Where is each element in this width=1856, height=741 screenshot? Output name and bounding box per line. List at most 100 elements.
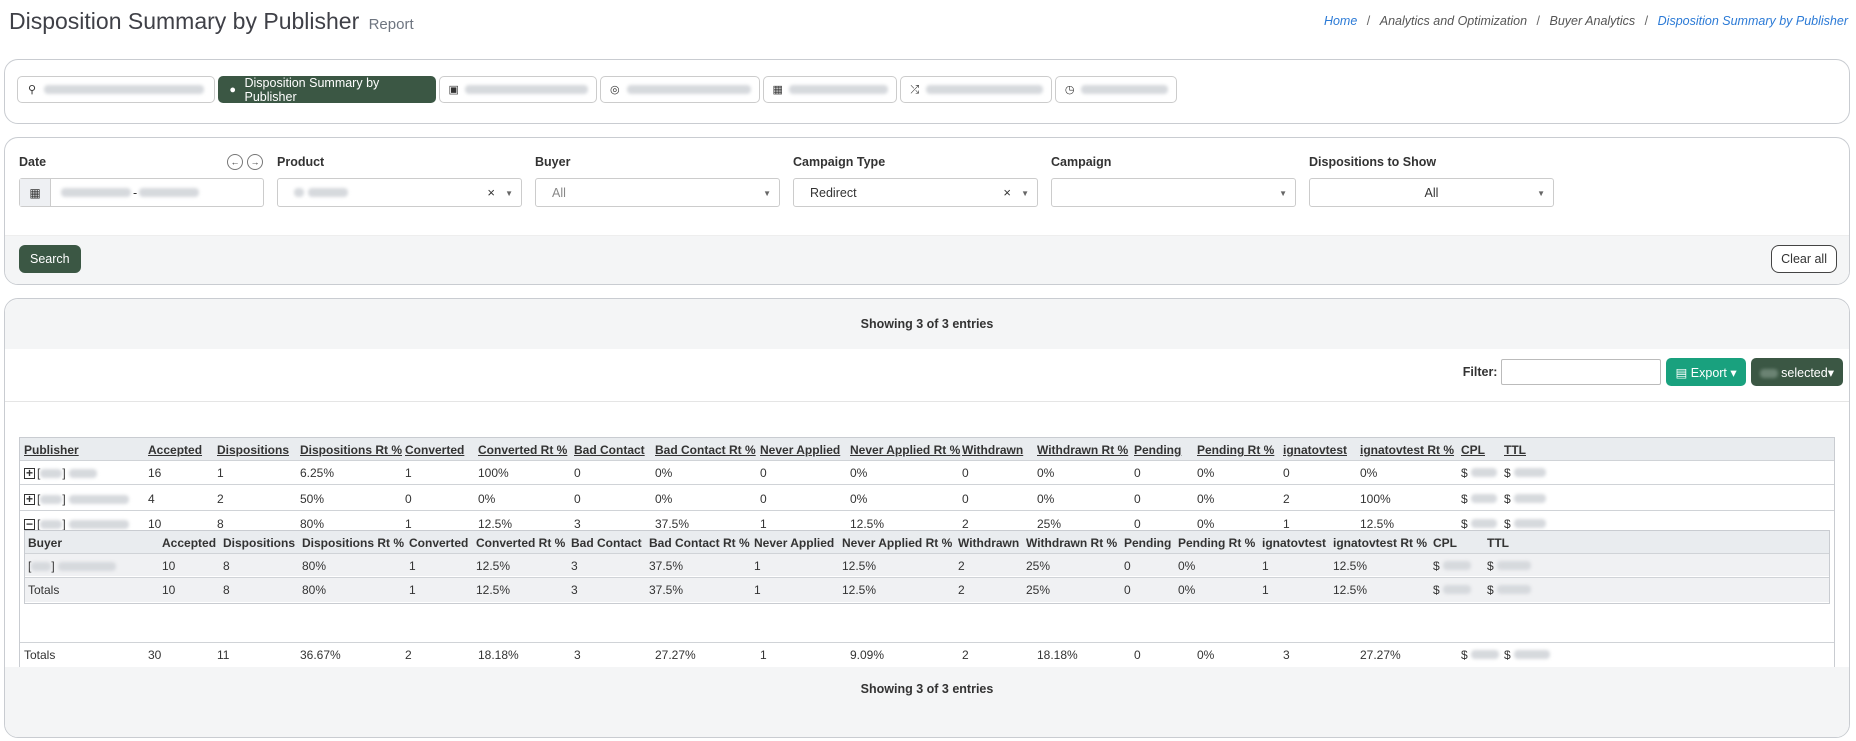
subtable-column-header: Bad Contact Rt % bbox=[649, 536, 750, 550]
subtable-total-cell: $ bbox=[1487, 583, 1494, 597]
publisher-table: Publisher Accepted Dispositions Disposition… bbox=[19, 437, 1835, 668]
subtable-column-header: Buyer bbox=[28, 536, 63, 550]
subtable-cell: 1 bbox=[754, 559, 761, 573]
table-cell: 0% bbox=[1360, 466, 1378, 480]
subtable-column-header: ignatovtest bbox=[1262, 536, 1327, 550]
tab-disposition-summary-by-publisher[interactable]: ● Disposition Summary by Publisher bbox=[218, 76, 436, 104]
dispositions-label: Dispositions to Show bbox=[1309, 155, 1437, 169]
table-cell: 0% bbox=[850, 492, 868, 506]
chevron-down-icon: ▼ bbox=[763, 189, 771, 198]
total-cell: $ bbox=[1461, 648, 1468, 662]
subtable-column-header: Never Applied bbox=[754, 536, 835, 550]
showing-entries-bottom: Showing 3 of 3 entries bbox=[5, 667, 1849, 737]
campaign-type-select[interactable]: Redirect × ▼ bbox=[793, 178, 1038, 207]
subtable-row[interactable]: [] 10 8 80% 1 12.5% 3 37.5% 1 12.5% 2 25% 0 0% 1 12.5%… bbox=[25, 554, 1829, 576]
table-cell: 50% bbox=[300, 492, 325, 506]
total-cell: 27.27% bbox=[1360, 648, 1401, 662]
subtable-cell: 8 bbox=[223, 559, 230, 573]
clear-campaign-type-icon[interactable]: × bbox=[1003, 185, 1011, 200]
tab-report-6[interactable]: ⤮ bbox=[900, 76, 1052, 103]
column-header: ignatovtest bbox=[1283, 443, 1348, 457]
table-cell: 100% bbox=[1360, 492, 1391, 506]
showing-entries-top: Showing 3 of 3 entries bbox=[5, 299, 1849, 349]
filter-input[interactable] bbox=[1501, 359, 1662, 385]
collapse-icon[interactable]: − bbox=[24, 517, 35, 532]
dispositions-select[interactable]: All ▼ bbox=[1309, 178, 1554, 207]
table-cell: $ bbox=[1461, 517, 1468, 531]
product-select[interactable]: × ▼ bbox=[277, 178, 522, 207]
total-cell: 3 bbox=[1283, 648, 1290, 662]
ttl-value bbox=[1514, 650, 1550, 659]
table-cell: 4 bbox=[148, 492, 155, 506]
tab-report-5[interactable]: ▦ bbox=[763, 76, 897, 103]
chevron-down-icon: ▼ bbox=[1279, 189, 1287, 198]
publisher-name: +[] bbox=[24, 466, 98, 481]
tab-report-1[interactable]: ⚲ bbox=[17, 76, 215, 103]
product-label: Product bbox=[277, 155, 325, 169]
subtable-total-cell: 0% bbox=[1178, 583, 1196, 597]
campaign-select[interactable]: ▼ bbox=[1051, 178, 1296, 207]
table-row[interactable]: −[] 10 8 80% 1 12.5% 3 37.5% 1 12.5% 2 25% 0 0% 1 12.5… bbox=[20, 512, 1834, 534]
chevron-down-icon: ▼ bbox=[1537, 189, 1545, 198]
total-cell: 36.67% bbox=[300, 648, 341, 662]
subtable-total-cell: 1 bbox=[1262, 583, 1269, 597]
tab-report-7[interactable]: ◷ bbox=[1055, 76, 1177, 103]
subtable-total-cell: 2 bbox=[958, 583, 965, 597]
users-icon: ● bbox=[229, 83, 237, 96]
export-button[interactable]: ▤ Export ▾ bbox=[1666, 358, 1746, 386]
calendar-icon[interactable]: ▦ bbox=[20, 179, 51, 206]
breadcrumb-buyer-analytics[interactable]: Buyer Analytics bbox=[1549, 14, 1636, 28]
total-cell: 27.27% bbox=[655, 648, 696, 662]
cpl-value bbox=[1471, 519, 1497, 528]
total-cell: 2 bbox=[962, 648, 969, 662]
breadcrumb-home[interactable]: Home bbox=[1323, 14, 1358, 28]
subtable-column-header: Converted bbox=[409, 536, 469, 550]
tab-report-3[interactable]: ▣ bbox=[439, 76, 597, 103]
results-panel: Showing 3 of 3 entries Filter: ▤ Export … bbox=[4, 298, 1850, 738]
table-cell: 0 bbox=[574, 492, 581, 506]
ttl-value bbox=[1514, 468, 1546, 477]
subtable-header-row: Buyer Accepted Dispositions Dispositions Rt… bbox=[25, 531, 1829, 553]
date-range-input[interactable]: ▦ - bbox=[19, 178, 264, 207]
expand-icon[interactable]: + bbox=[24, 492, 35, 507]
subtable-column-header: Pending bbox=[1124, 536, 1172, 550]
table-row[interactable]: +[] 4 2 50% 0 0% 0 0% 0 0% 0 0% 0 0% 2 100% $ $ bbox=[20, 487, 1834, 509]
subtable-cell: 0 bbox=[1124, 559, 1131, 573]
clear-product-icon[interactable]: × bbox=[487, 185, 495, 200]
page-title: Disposition Summary by Publisher bbox=[9, 8, 360, 34]
subtable-column-header: Pending Rt % bbox=[1178, 536, 1256, 550]
campaign-type-label: Campaign Type bbox=[793, 155, 886, 169]
selected-columns-button[interactable]: selected▾ bbox=[1750, 358, 1843, 386]
table-cell: $ bbox=[1504, 517, 1511, 531]
column-header: Pending bbox=[1134, 443, 1182, 457]
arrow-right-icon[interactable]: → bbox=[247, 154, 263, 170]
shuffle-icon: ⤮ bbox=[910, 83, 920, 96]
table-cell: 0 bbox=[1134, 466, 1141, 480]
subtable-totals-row: Totals 10 8 80% 1 12.5% 3 37.5% 1 12.5% 2 25% 0 0% 1 12… bbox=[25, 578, 1829, 602]
clear-all-button[interactable]: Clear all bbox=[1771, 245, 1837, 273]
column-header: Never Applied Rt % bbox=[850, 443, 961, 457]
table-cell: 80% bbox=[300, 517, 325, 531]
total-cell: 3 bbox=[574, 648, 581, 662]
column-header: Accepted bbox=[148, 443, 203, 457]
search-button[interactable]: Search bbox=[19, 245, 81, 273]
ttl-value bbox=[1497, 585, 1531, 594]
table-cell: 1 bbox=[405, 466, 412, 480]
subtable-column-header: Bad Contact bbox=[571, 536, 642, 550]
subtable-column-header: Dispositions bbox=[223, 536, 296, 550]
tab-report-4[interactable]: ◎ bbox=[600, 76, 760, 103]
column-header: Pending Rt % bbox=[1197, 443, 1275, 457]
subtable-total-cell: 12.5% bbox=[1333, 583, 1368, 597]
buyer-select[interactable]: All ▼ bbox=[535, 178, 780, 207]
page-header: Disposition Summary by Publisher Report … bbox=[9, 8, 1848, 40]
arrow-left-icon[interactable]: ← bbox=[227, 154, 243, 170]
table-row[interactable]: +[] 16 1 6.25% 1 100% 0 0% 0 0% 0 0% 0 0% 0 0% $ $ bbox=[20, 461, 1834, 483]
subtable-column-header: TTL bbox=[1487, 536, 1509, 550]
table-cell: 0 bbox=[574, 466, 581, 480]
expand-icon[interactable]: + bbox=[24, 466, 35, 481]
subtable-total-cell: Totals bbox=[28, 583, 60, 597]
total-cell: 1 bbox=[760, 648, 767, 662]
breadcrumb-analytics[interactable]: Analytics and Optimization bbox=[1379, 14, 1528, 28]
table-cell: 1 bbox=[405, 517, 412, 531]
column-header: Withdrawn bbox=[962, 443, 1024, 457]
